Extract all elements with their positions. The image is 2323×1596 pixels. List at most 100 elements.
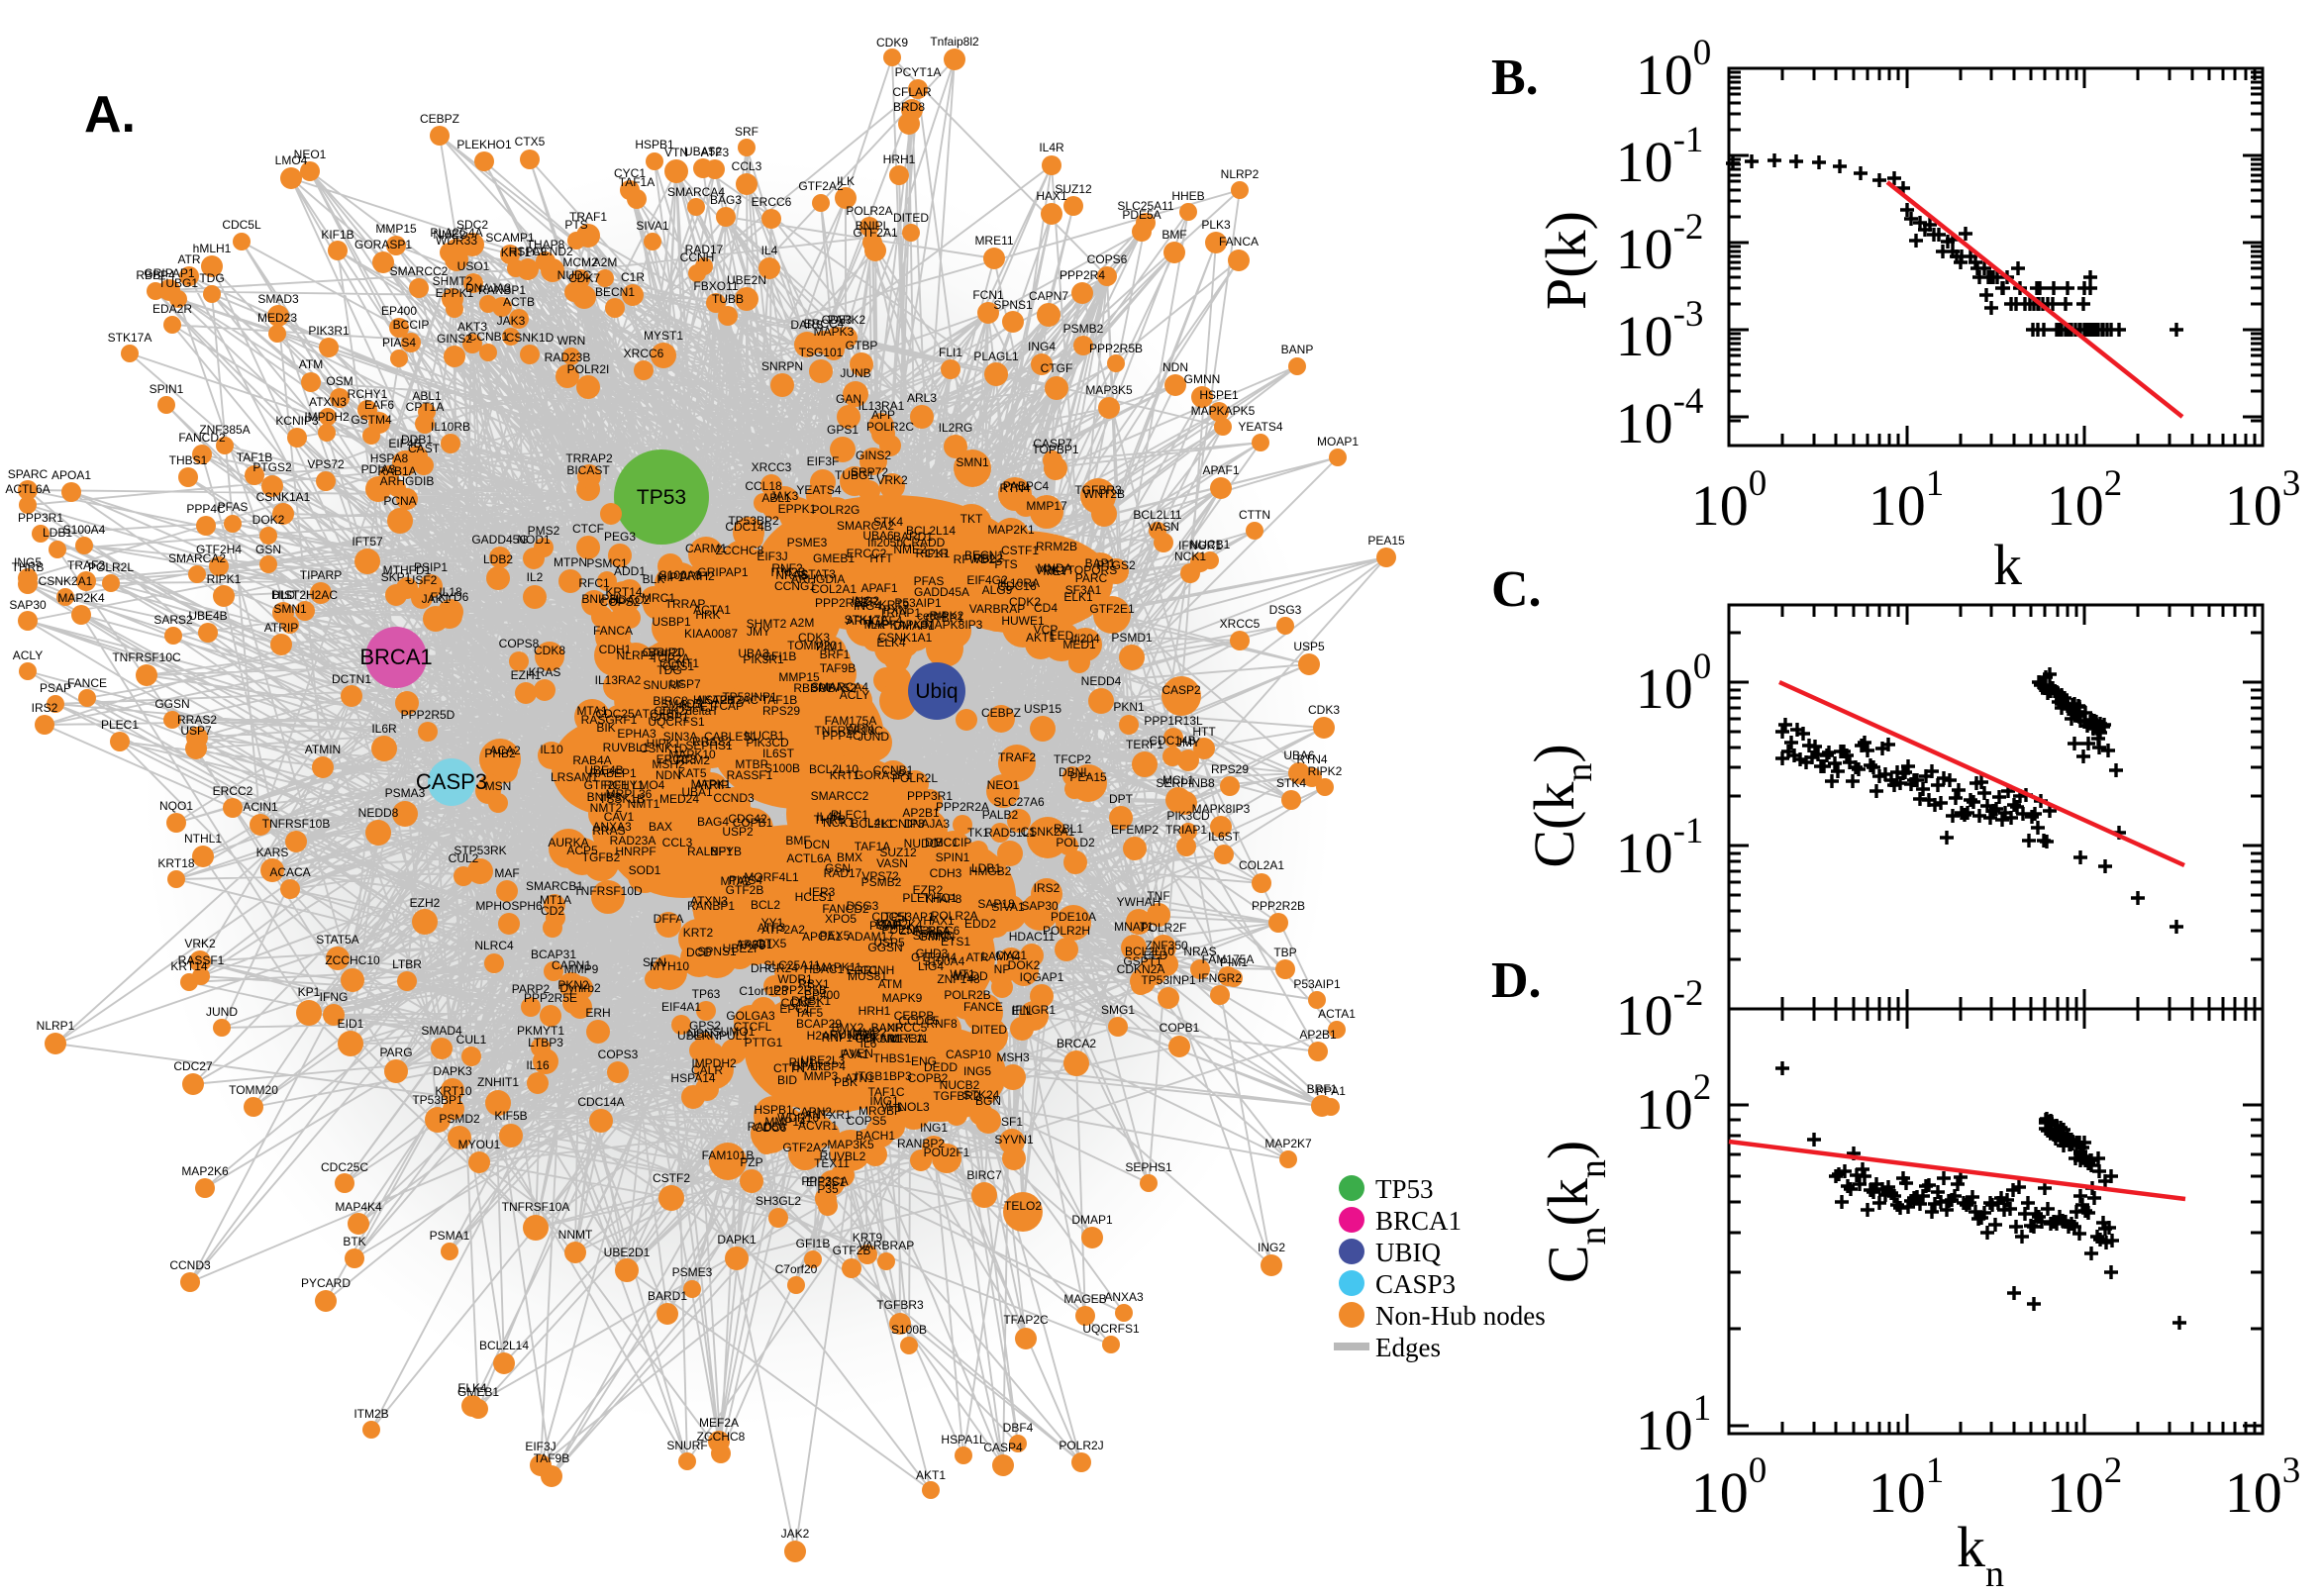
svg-text:PPP4C: PPP4C bbox=[186, 502, 226, 516]
svg-text:PIN1: PIN1 bbox=[789, 1055, 816, 1069]
svg-text:ZNF385A: ZNF385A bbox=[899, 924, 950, 938]
svg-text:ILK: ILK bbox=[867, 618, 885, 632]
svg-text:DAPK3: DAPK3 bbox=[433, 1064, 472, 1078]
svg-text:FAM173A: FAM173A bbox=[873, 1032, 926, 1046]
svg-text:SMARCA4: SMARCA4 bbox=[811, 680, 868, 694]
svg-text:BRF1: BRF1 bbox=[820, 648, 851, 661]
svg-text:HSPA9: HSPA9 bbox=[509, 245, 548, 258]
svg-text:BAP1: BAP1 bbox=[1085, 556, 1116, 570]
svg-text:HTT: HTT bbox=[1192, 725, 1216, 739]
svg-text:KAT5: KAT5 bbox=[677, 766, 706, 780]
svg-text:NRAS: NRAS bbox=[775, 568, 808, 582]
svg-text:IMPDH2: IMPDH2 bbox=[304, 410, 350, 424]
svg-text:MMP17: MMP17 bbox=[1026, 499, 1067, 513]
svg-text:RRAS2: RRAS2 bbox=[692, 735, 732, 748]
svg-text:CCL3: CCL3 bbox=[732, 159, 762, 173]
svg-text:MAF: MAF bbox=[494, 866, 519, 880]
svg-text:TBP: TBP bbox=[1273, 946, 1296, 959]
svg-text:P(k): P(k) bbox=[1534, 211, 1598, 310]
svg-text:ACTB: ACTB bbox=[503, 295, 535, 309]
svg-text:RRAS: RRAS bbox=[592, 824, 625, 838]
svg-text:UBIQ: UBIQ bbox=[1375, 1238, 1441, 1267]
svg-text:NUCB1: NUCB1 bbox=[1190, 538, 1231, 551]
svg-text:XRCC5: XRCC5 bbox=[887, 1021, 928, 1035]
svg-text:BCAP29: BCAP29 bbox=[796, 1017, 842, 1031]
svg-text:DOK2: DOK2 bbox=[1008, 958, 1041, 972]
svg-text:SIN3A: SIN3A bbox=[663, 730, 698, 744]
svg-text:MMP15: MMP15 bbox=[778, 670, 820, 684]
svg-text:IL6R: IL6R bbox=[371, 722, 397, 736]
svg-text:AP3B1: AP3B1 bbox=[736, 938, 773, 951]
svg-text:YEATS4: YEATS4 bbox=[796, 483, 841, 497]
svg-text:PJA1: PJA1 bbox=[841, 1047, 869, 1061]
svg-text:JMY: JMY bbox=[1176, 736, 1200, 749]
svg-text:DNAJA3: DNAJA3 bbox=[904, 817, 950, 831]
svg-text:KIF1B: KIF1B bbox=[321, 228, 354, 242]
svg-text:STAT3: STAT3 bbox=[800, 567, 836, 581]
svg-text:SDC2: SDC2 bbox=[456, 218, 488, 232]
svg-text:C7orf20: C7orf20 bbox=[643, 646, 685, 659]
svg-text:TAF5: TAF5 bbox=[795, 1006, 824, 1020]
svg-text:RIPK1: RIPK1 bbox=[916, 547, 951, 560]
svg-text:MAPK10: MAPK10 bbox=[668, 748, 716, 761]
svg-text:EED: EED bbox=[1050, 629, 1074, 643]
svg-text:ZNF148: ZNF148 bbox=[937, 972, 980, 986]
svg-text:RIPK1: RIPK1 bbox=[207, 572, 242, 586]
svg-text:KIAA0087: KIAA0087 bbox=[684, 627, 738, 641]
svg-text:CDS1: CDS1 bbox=[662, 659, 694, 673]
svg-text:GTF2A2: GTF2A2 bbox=[798, 179, 844, 193]
svg-text:CCND3: CCND3 bbox=[713, 791, 755, 805]
svg-text:10-2: 10-2 bbox=[1616, 973, 1704, 1047]
svg-text:DHCR24: DHCR24 bbox=[751, 961, 798, 975]
svg-text:MAP2K4: MAP2K4 bbox=[57, 591, 105, 605]
svg-text:PSAP: PSAP bbox=[869, 919, 901, 933]
svg-text:ITM2B: ITM2B bbox=[770, 565, 805, 579]
svg-text:IMG1: IMG1 bbox=[869, 1094, 899, 1108]
svg-text:NP: NP bbox=[994, 962, 1011, 976]
svg-text:PFAS: PFAS bbox=[218, 500, 249, 514]
svg-text:SMARCA2: SMARCA2 bbox=[168, 551, 226, 565]
svg-text:ACLY: ACLY bbox=[840, 688, 869, 702]
svg-text:ACP5: ACP5 bbox=[566, 844, 598, 857]
svg-text:IFT57: IFT57 bbox=[352, 535, 383, 549]
svg-text:PKN2: PKN2 bbox=[557, 978, 589, 992]
svg-text:ADAM17: ADAM17 bbox=[847, 930, 894, 944]
svg-text:NLRP1: NLRP1 bbox=[617, 648, 656, 662]
svg-text:ALG9: ALG9 bbox=[982, 583, 1013, 597]
svg-text:IL10RB: IL10RB bbox=[431, 420, 470, 434]
svg-text:RAD17: RAD17 bbox=[685, 243, 724, 256]
svg-text:DITED: DITED bbox=[971, 1023, 1007, 1037]
svg-text:C7orf20: C7orf20 bbox=[775, 1262, 818, 1276]
svg-text:TNFRSF10A: TNFRSF10A bbox=[502, 1200, 570, 1214]
svg-text:EZR2: EZR2 bbox=[913, 883, 944, 897]
svg-text:SUZ12: SUZ12 bbox=[1055, 182, 1092, 196]
svg-text:ACA2: ACA2 bbox=[489, 744, 521, 757]
svg-text:RANBP1: RANBP1 bbox=[687, 899, 735, 913]
svg-text:ZNF350: ZNF350 bbox=[1145, 939, 1188, 952]
svg-text:VHL: VHL bbox=[880, 1100, 904, 1114]
svg-text:CAST: CAST bbox=[408, 442, 441, 455]
svg-text:ERCC2: ERCC2 bbox=[213, 784, 253, 798]
svg-text:PPP3R1: PPP3R1 bbox=[18, 511, 63, 525]
svg-text:BCL2L14: BCL2L14 bbox=[906, 524, 956, 538]
svg-text:COL2A1: COL2A1 bbox=[1239, 858, 1284, 872]
svg-text:SNRPN: SNRPN bbox=[761, 359, 803, 373]
svg-text:VPS72: VPS72 bbox=[307, 457, 345, 471]
svg-text:TRRAP: TRRAP bbox=[665, 597, 706, 611]
svg-text:WDR16: WDR16 bbox=[777, 1111, 819, 1125]
svg-text:MOAP1: MOAP1 bbox=[1317, 435, 1359, 449]
svg-text:EIF4G2: EIF4G2 bbox=[966, 573, 1008, 587]
svg-text:MEF2A: MEF2A bbox=[699, 1416, 739, 1430]
svg-text:RASSF1: RASSF1 bbox=[178, 953, 225, 967]
svg-text:PEA15: PEA15 bbox=[1367, 534, 1405, 548]
svg-text:SMARCA4: SMARCA4 bbox=[667, 185, 725, 199]
svg-text:CEBPZ: CEBPZ bbox=[420, 112, 459, 126]
svg-text:SH3GL2: SH3GL2 bbox=[756, 1194, 801, 1208]
svg-text:RUVBL2: RUVBL2 bbox=[820, 1149, 866, 1163]
svg-text:POLR2G: POLR2G bbox=[812, 503, 860, 517]
svg-text:IL4R: IL4R bbox=[816, 810, 842, 824]
svg-text:HIP1: HIP1 bbox=[658, 570, 685, 584]
svg-text:UBE2D1: UBE2D1 bbox=[604, 1246, 651, 1259]
svg-text:RRM2B: RRM2B bbox=[1036, 540, 1077, 553]
svg-text:NEO1: NEO1 bbox=[294, 148, 327, 161]
